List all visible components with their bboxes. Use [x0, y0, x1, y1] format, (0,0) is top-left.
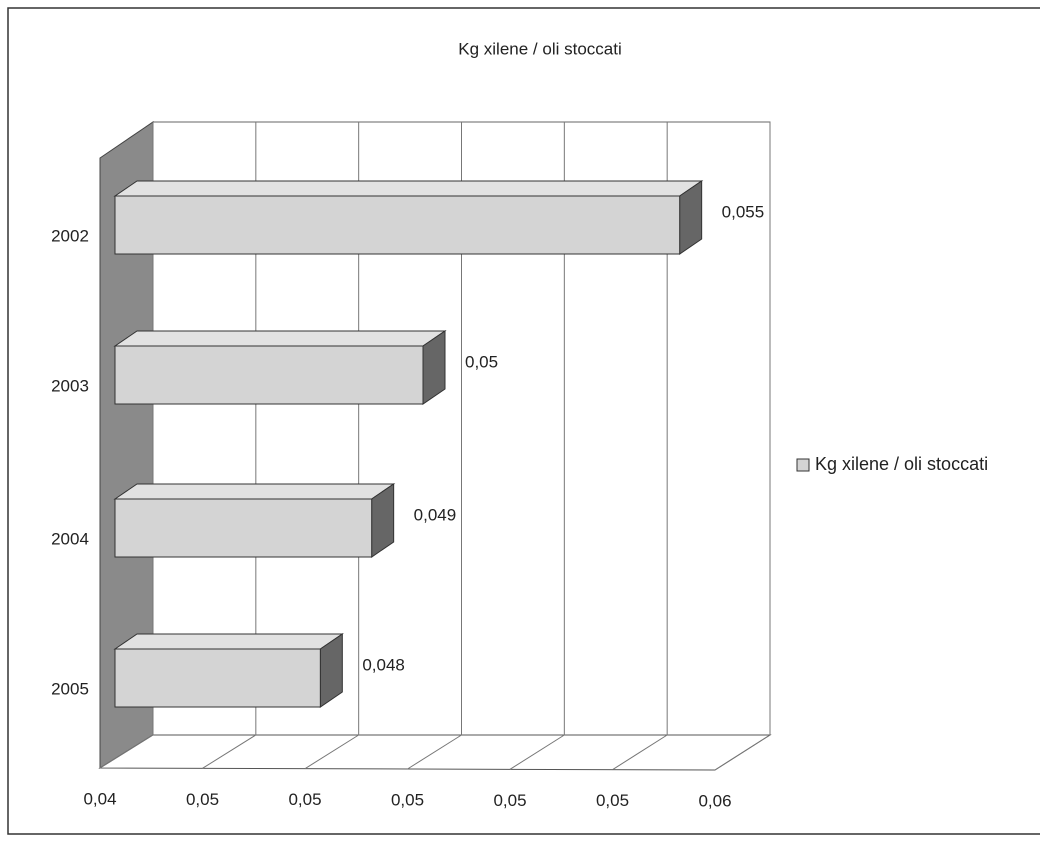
floor-grid-line	[714, 734, 771, 771]
floor-grid-line	[407, 734, 462, 770]
value-label: 0,049	[414, 505, 457, 524]
y-tick-label: 2002	[51, 226, 89, 245]
x-tick-label: 0,05	[596, 791, 629, 810]
x-tick-label: 0,06	[698, 791, 731, 810]
x-tick-label: 0,05	[391, 790, 424, 809]
bar	[114, 648, 321, 708]
x-tick-label: 0,04	[83, 789, 116, 808]
bar	[114, 195, 681, 255]
floor-grid-line	[612, 734, 668, 771]
x-tick-label: 0,05	[186, 790, 219, 809]
bar-top	[113, 483, 396, 500]
y-tick-label: 2005	[51, 679, 89, 698]
bar-top	[113, 633, 344, 650]
value-label: 0,05	[465, 352, 498, 371]
y-tick-label: 2004	[51, 529, 89, 548]
legend-swatch	[796, 458, 810, 472]
bar	[114, 498, 373, 558]
bar-top	[113, 330, 447, 347]
x-tick-label: 0,05	[493, 791, 526, 810]
floor-grid-line	[509, 734, 565, 770]
bar-top	[113, 180, 704, 197]
floor-grid-line	[304, 734, 359, 770]
value-label: 0,055	[722, 202, 765, 221]
legend-label: Kg xilene / oli stoccati	[815, 454, 988, 474]
floor-grid-line	[99, 734, 154, 769]
bar	[114, 345, 424, 405]
y-tick-label: 2003	[51, 376, 89, 395]
chart-title: Kg xilene / oli stoccati	[458, 39, 621, 58]
floor	[98, 734, 772, 771]
value-label: 0,048	[362, 655, 405, 674]
x-tick-label: 0,05	[288, 790, 321, 809]
floor-grid-line	[202, 734, 257, 769]
